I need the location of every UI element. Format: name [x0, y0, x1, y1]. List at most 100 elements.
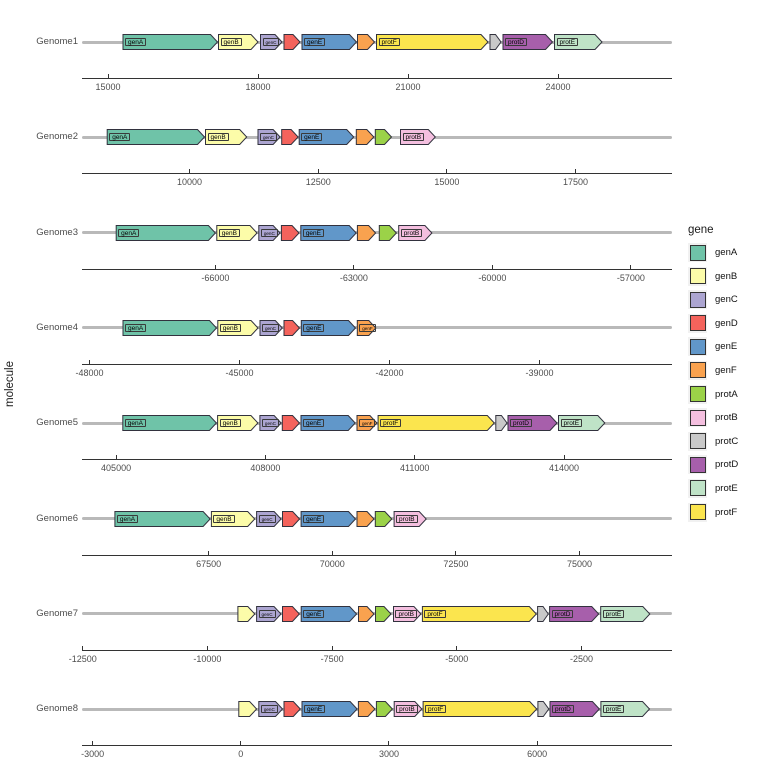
genome-label: Genome4	[36, 321, 78, 333]
gene-label-genE: genE	[304, 705, 326, 714]
gene-label-genA: genA	[116, 514, 139, 523]
genome-label: Genome7	[36, 607, 78, 619]
x-axis-tick	[331, 550, 333, 555]
x-axis-tick-label: -12500	[68, 653, 97, 664]
legend-swatch-protA	[689, 386, 706, 403]
gene-label-genB: genB	[220, 38, 242, 46]
gene-arrow-protA	[374, 510, 393, 527]
gene-label-protF: protF	[380, 419, 402, 428]
gene-label-genB: genB	[219, 419, 241, 428]
genome-label: Genome2	[36, 131, 78, 143]
x-axis-tick	[82, 645, 84, 650]
gene-label-genE: genE	[303, 609, 325, 618]
legend-label: genB	[715, 270, 738, 282]
legend-label: protE	[715, 482, 738, 494]
legend-item-genD: genD	[688, 313, 738, 333]
x-axis-tick	[257, 74, 259, 78]
gene-arrow-genA	[122, 319, 218, 336]
gene-arrows	[114, 510, 427, 527]
gene-arrows	[237, 605, 651, 622]
legend-label: genC	[715, 294, 738, 306]
legend-swatch-protF	[689, 504, 706, 521]
x-axis-tick-label: -7500	[320, 653, 344, 664]
x-axis-tick-label: 6000	[527, 749, 548, 760]
x-axis-tick-label: 24000	[545, 82, 571, 92]
x-axis-tick-label: 405000	[101, 463, 132, 474]
gene-label-protD: protD	[551, 705, 574, 714]
gene-label-protB: protB	[402, 133, 425, 142]
legend-swatch-genE	[689, 338, 706, 355]
gene-label-protB: protB	[395, 609, 417, 618]
legend-item-genB: genB	[688, 266, 738, 286]
x-axis-tick	[239, 359, 240, 364]
gene-arrow-genD	[282, 510, 301, 527]
legend-label: genA	[715, 247, 738, 258]
x-axis-tick-label: 15000	[95, 82, 121, 92]
legend-key	[688, 384, 707, 404]
legend-swatch-genF	[689, 362, 706, 379]
x-axis-tick	[579, 550, 581, 555]
x-axis-line	[82, 459, 672, 461]
gene-arrow-genA	[114, 510, 211, 527]
x-axis-tick	[456, 645, 458, 650]
legend-key	[688, 360, 707, 380]
x-axis-tick-label: -39000	[525, 367, 554, 378]
x-axis-tick-label: 411000	[400, 463, 430, 474]
x-axis-tick-label: 67500	[196, 558, 222, 569]
x-axis-tick	[563, 455, 565, 460]
gene-label-genE: genE	[302, 228, 324, 237]
gene-arrow-protF	[376, 34, 489, 50]
gene-arrows	[115, 224, 433, 241]
y-axis-title: molecule	[4, 360, 16, 408]
gene-label-protB: protB	[396, 514, 418, 523]
gene-arrows	[122, 319, 377, 336]
molecule-line	[82, 326, 672, 330]
x-axis-tick	[189, 169, 191, 174]
legend-item-genF: genF	[688, 360, 738, 380]
x-axis-line	[82, 745, 672, 747]
gene-label-genE: genE	[303, 323, 325, 332]
legend-key	[688, 266, 707, 286]
legend-key	[688, 431, 707, 451]
gene-label-genE: genE	[302, 419, 325, 428]
legend-key	[688, 455, 707, 475]
legend-item-genE: genE	[688, 337, 738, 357]
legend-label: genF	[715, 364, 737, 376]
gene-label-protD: protD	[551, 609, 574, 618]
legend-key	[688, 408, 707, 428]
legend-item-protA: protA	[688, 384, 738, 404]
gene-arrow-genD	[281, 129, 299, 146]
gene-arrows	[122, 34, 603, 50]
genome-label: Genome6	[36, 512, 78, 524]
x-axis-line	[82, 649, 672, 651]
legend-item-protC: protC	[688, 431, 738, 451]
legend-key	[688, 313, 707, 333]
gene-label-genB: genB	[218, 228, 240, 237]
x-axis-tick	[115, 455, 117, 460]
x-axis-tick-label: -57000	[616, 272, 645, 283]
legend-swatch-protD	[689, 456, 706, 473]
genome-label: Genome5	[36, 417, 78, 429]
x-axis-tick-label: -10000	[193, 653, 222, 664]
x-axis-tick-label: -3000	[81, 749, 105, 760]
legend-label: genD	[715, 317, 738, 329]
x-axis-tick-label: -5000	[445, 653, 469, 664]
x-axis-tick-label: -42000	[375, 367, 404, 378]
genome-label: Genome8	[36, 703, 78, 715]
gene-arrow-protA	[374, 129, 393, 146]
x-axis-tick-label: -66000	[201, 272, 230, 283]
x-axis-tick	[107, 74, 109, 78]
gene-arrow-protF	[422, 701, 538, 718]
x-axis-tick-label: -48000	[75, 367, 104, 378]
gene-label-genA: genA	[125, 38, 147, 46]
x-axis-tick	[264, 455, 266, 460]
gene-label-genA: genA	[109, 133, 131, 142]
legend-key	[688, 290, 707, 310]
legend-item-protB: protB	[688, 408, 738, 428]
gene-label-genC: genC	[262, 38, 280, 46]
gene-arrow-genD	[282, 605, 301, 622]
legend-swatch-protE	[689, 480, 706, 497]
gene-label-protE: protE	[556, 38, 579, 46]
legend-swatch-genD	[689, 315, 706, 332]
x-axis-tick	[89, 359, 90, 364]
